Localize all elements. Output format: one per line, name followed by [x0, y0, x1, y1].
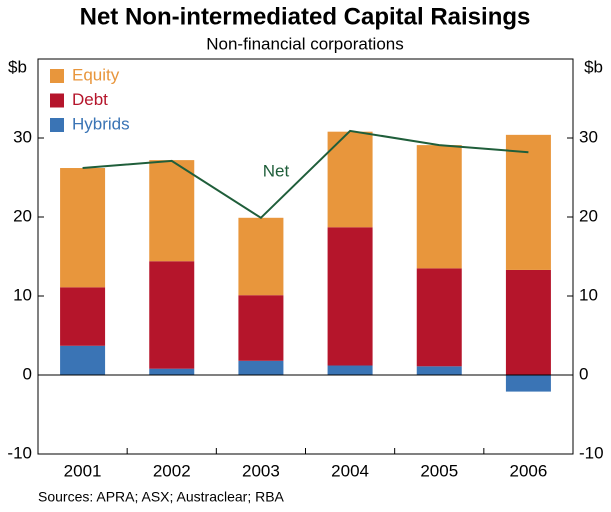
- source-note: Sources: APRA; ASX; Austraclear; RBA: [38, 489, 285, 505]
- chart-title: Net Non-intermediated Capital Raisings: [80, 3, 531, 30]
- y-tick-label-left: -10: [7, 443, 32, 462]
- bar-segment: [60, 287, 106, 346]
- x-tick-label: 2006: [510, 461, 548, 480]
- bar-segment: [416, 268, 462, 367]
- legend-swatch: [50, 93, 64, 108]
- y-tick-label-left: 0: [23, 364, 32, 383]
- bar-segment: [505, 134, 551, 270]
- y-unit-left: $b: [8, 57, 27, 76]
- y-tick-label-left: 30: [13, 127, 32, 146]
- bar-segment: [327, 365, 373, 375]
- x-tick-label: 2004: [331, 461, 369, 480]
- y-unit-right: $b: [584, 57, 603, 76]
- bar-segment: [327, 227, 373, 366]
- bar-segment: [238, 360, 284, 375]
- bar-segment: [505, 375, 551, 392]
- bar-segment: [238, 217, 284, 296]
- x-tick-label: 2005: [420, 461, 458, 480]
- legend-swatch: [50, 118, 64, 132]
- bar-segment: [505, 269, 551, 375]
- x-tick-label: 2001: [64, 461, 102, 480]
- bar-segment: [416, 145, 462, 269]
- legend-label: Debt: [72, 90, 108, 109]
- x-tick-label: 2002: [153, 461, 191, 480]
- bar-segment: [149, 160, 195, 262]
- bar-segment: [60, 345, 106, 375]
- y-tick-label-right: 0: [579, 364, 588, 383]
- y-tick-label-left: 10: [13, 285, 32, 304]
- net-label: Net: [263, 161, 290, 180]
- y-tick-label-right: 20: [579, 206, 598, 225]
- net-line: [82, 129, 529, 220]
- legend-swatch: [50, 69, 64, 83]
- y-tick-label-right: -10: [579, 443, 604, 462]
- chart-subtitle: Non-financial corporations: [206, 34, 404, 53]
- bar-segment: [238, 295, 284, 361]
- bar-segment: [327, 131, 373, 228]
- bar-segment: [60, 168, 106, 288]
- x-tick-label: 2003: [242, 461, 280, 480]
- legend-label: Equity: [72, 65, 120, 84]
- y-tick-label-right: 30: [579, 127, 598, 146]
- y-tick-label-left: 20: [13, 206, 32, 225]
- legend-label: Hybrids: [72, 114, 130, 133]
- bar-segment: [149, 261, 195, 369]
- y-tick-label-right: 10: [579, 285, 598, 304]
- bar-segment: [416, 366, 462, 375]
- bar-segment: [149, 368, 195, 375]
